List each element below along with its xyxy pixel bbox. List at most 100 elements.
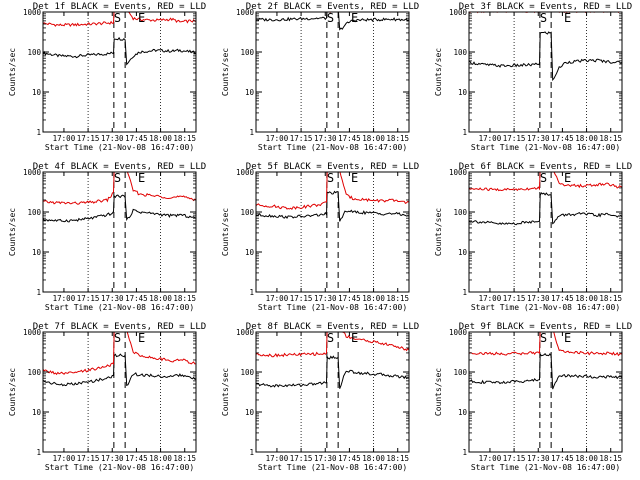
y-tick-label: 1000 xyxy=(23,328,42,337)
event-marker-e: E xyxy=(351,331,358,345)
y-tick-label: 1000 xyxy=(23,8,42,17)
y-tick-label: 10 xyxy=(458,248,468,257)
plot-frame xyxy=(255,171,410,293)
x-axis-label: Start Time (21-Nov-08 16:47:00) xyxy=(471,303,620,312)
x-axis-label: Start Time (21-Nov-08 16:47:00) xyxy=(45,143,194,152)
plot-frame xyxy=(255,11,410,133)
x-tick-label: 17:00 xyxy=(266,294,289,303)
plot-frame xyxy=(42,331,197,453)
y-tick-label: 1000 xyxy=(236,168,255,177)
y-tick-label: 1000 xyxy=(449,168,468,177)
series-group xyxy=(43,172,196,223)
series-group xyxy=(469,172,622,226)
x-tick-label: 17:00 xyxy=(266,134,289,143)
chart-title: Det 8f BLACK = Events, RED = LLD xyxy=(246,322,419,332)
event-marker-e: E xyxy=(138,331,145,345)
event-marker-e: E xyxy=(351,11,358,25)
y-tick-label: 100 xyxy=(240,208,254,217)
y-axis-label: Counts/sec xyxy=(221,208,230,256)
chart-title: Det 4f BLACK = Events, RED = LLD xyxy=(33,162,206,172)
series-line-events xyxy=(469,192,622,226)
x-tick-label: 18:15 xyxy=(386,454,409,463)
x-tick-label: 17:15 xyxy=(290,294,313,303)
chart-title: Det 2f BLACK = Events, RED = LLD xyxy=(246,2,419,12)
x-tick-label: 18:15 xyxy=(599,294,622,303)
event-marker-s: S xyxy=(540,171,547,185)
series-line-lld xyxy=(469,332,622,357)
x-tick-label: 18:15 xyxy=(599,454,622,463)
x-tick-label: 17:30 xyxy=(527,294,550,303)
x-tick-label: 17:30 xyxy=(101,294,124,303)
x-tick-label: 17:15 xyxy=(290,134,313,143)
event-marker-s: S xyxy=(114,11,121,25)
chart-title: Det 1f BLACK = Events, RED = LLD xyxy=(33,2,206,12)
chart-title: Det 6f BLACK = Events, RED = LLD xyxy=(459,162,632,172)
event-marker-s: S xyxy=(327,171,334,185)
plot-frame xyxy=(468,11,623,133)
x-tick-label: 17:00 xyxy=(53,294,76,303)
event-marker-s: S xyxy=(114,171,121,185)
x-tick-label: 17:15 xyxy=(503,134,526,143)
y-tick-label: 1 xyxy=(249,128,254,137)
y-tick-label: 100 xyxy=(453,208,467,217)
y-tick-label: 1 xyxy=(462,128,467,137)
x-tick-label: 17:45 xyxy=(338,134,361,143)
x-tick-label: 17:45 xyxy=(338,454,361,463)
x-tick-label: 17:00 xyxy=(479,134,502,143)
x-tick-label: 18:00 xyxy=(575,134,598,143)
event-marker-e: E xyxy=(138,171,145,185)
series-group xyxy=(256,332,409,389)
series-line-events xyxy=(256,12,409,31)
x-tick-label: 18:00 xyxy=(575,294,598,303)
y-tick-label: 10 xyxy=(32,248,42,257)
y-tick-label: 100 xyxy=(27,48,41,57)
x-tick-label: 17:15 xyxy=(290,454,313,463)
x-axis-label: Start Time (21-Nov-08 16:47:00) xyxy=(45,463,194,472)
series-group xyxy=(469,12,622,82)
x-tick-label: 18:15 xyxy=(173,454,196,463)
x-tick-label: 17:30 xyxy=(527,454,550,463)
series-line-events xyxy=(469,31,622,82)
x-axis-label: Start Time (21-Nov-08 16:47:00) xyxy=(471,463,620,472)
event-marker-e: E xyxy=(138,11,145,25)
y-tick-label: 10 xyxy=(458,88,468,97)
y-tick-label: 1000 xyxy=(449,8,468,17)
series-group xyxy=(43,332,196,387)
x-tick-label: 18:15 xyxy=(599,134,622,143)
y-tick-label: 100 xyxy=(453,368,467,377)
event-marker-s: S xyxy=(540,11,547,25)
series-line-events xyxy=(256,355,409,389)
series-line-lld xyxy=(256,332,409,358)
x-tick-label: 17:45 xyxy=(338,294,361,303)
plot-frame xyxy=(255,331,410,453)
x-tick-label: 18:15 xyxy=(173,294,196,303)
event-marker-s: S xyxy=(327,11,334,25)
y-tick-label: 10 xyxy=(32,408,42,417)
plot-frame xyxy=(468,331,623,453)
y-tick-label: 1 xyxy=(36,288,41,297)
y-axis-label: Counts/sec xyxy=(221,48,230,96)
y-axis-label: Counts/sec xyxy=(434,48,443,96)
x-tick-label: 18:00 xyxy=(362,454,385,463)
x-tick-label: 17:15 xyxy=(503,294,526,303)
event-marker-e: E xyxy=(351,171,358,185)
x-tick-label: 18:00 xyxy=(149,134,172,143)
x-tick-label: 17:45 xyxy=(551,134,574,143)
x-axis-label: Start Time (21-Nov-08 16:47:00) xyxy=(258,463,407,472)
y-tick-label: 1000 xyxy=(449,328,468,337)
x-tick-label: 18:00 xyxy=(362,294,385,303)
x-axis-label: Start Time (21-Nov-08 16:47:00) xyxy=(258,143,407,152)
series-line-lld xyxy=(469,172,622,192)
chart-title: Det 3f BLACK = Events, RED = LLD xyxy=(459,2,632,12)
series-line-lld xyxy=(256,172,409,210)
y-tick-label: 1000 xyxy=(236,328,255,337)
series-line-lld xyxy=(43,332,196,376)
x-axis-label: Start Time (21-Nov-08 16:47:00) xyxy=(45,303,194,312)
x-tick-label: 18:00 xyxy=(149,454,172,463)
